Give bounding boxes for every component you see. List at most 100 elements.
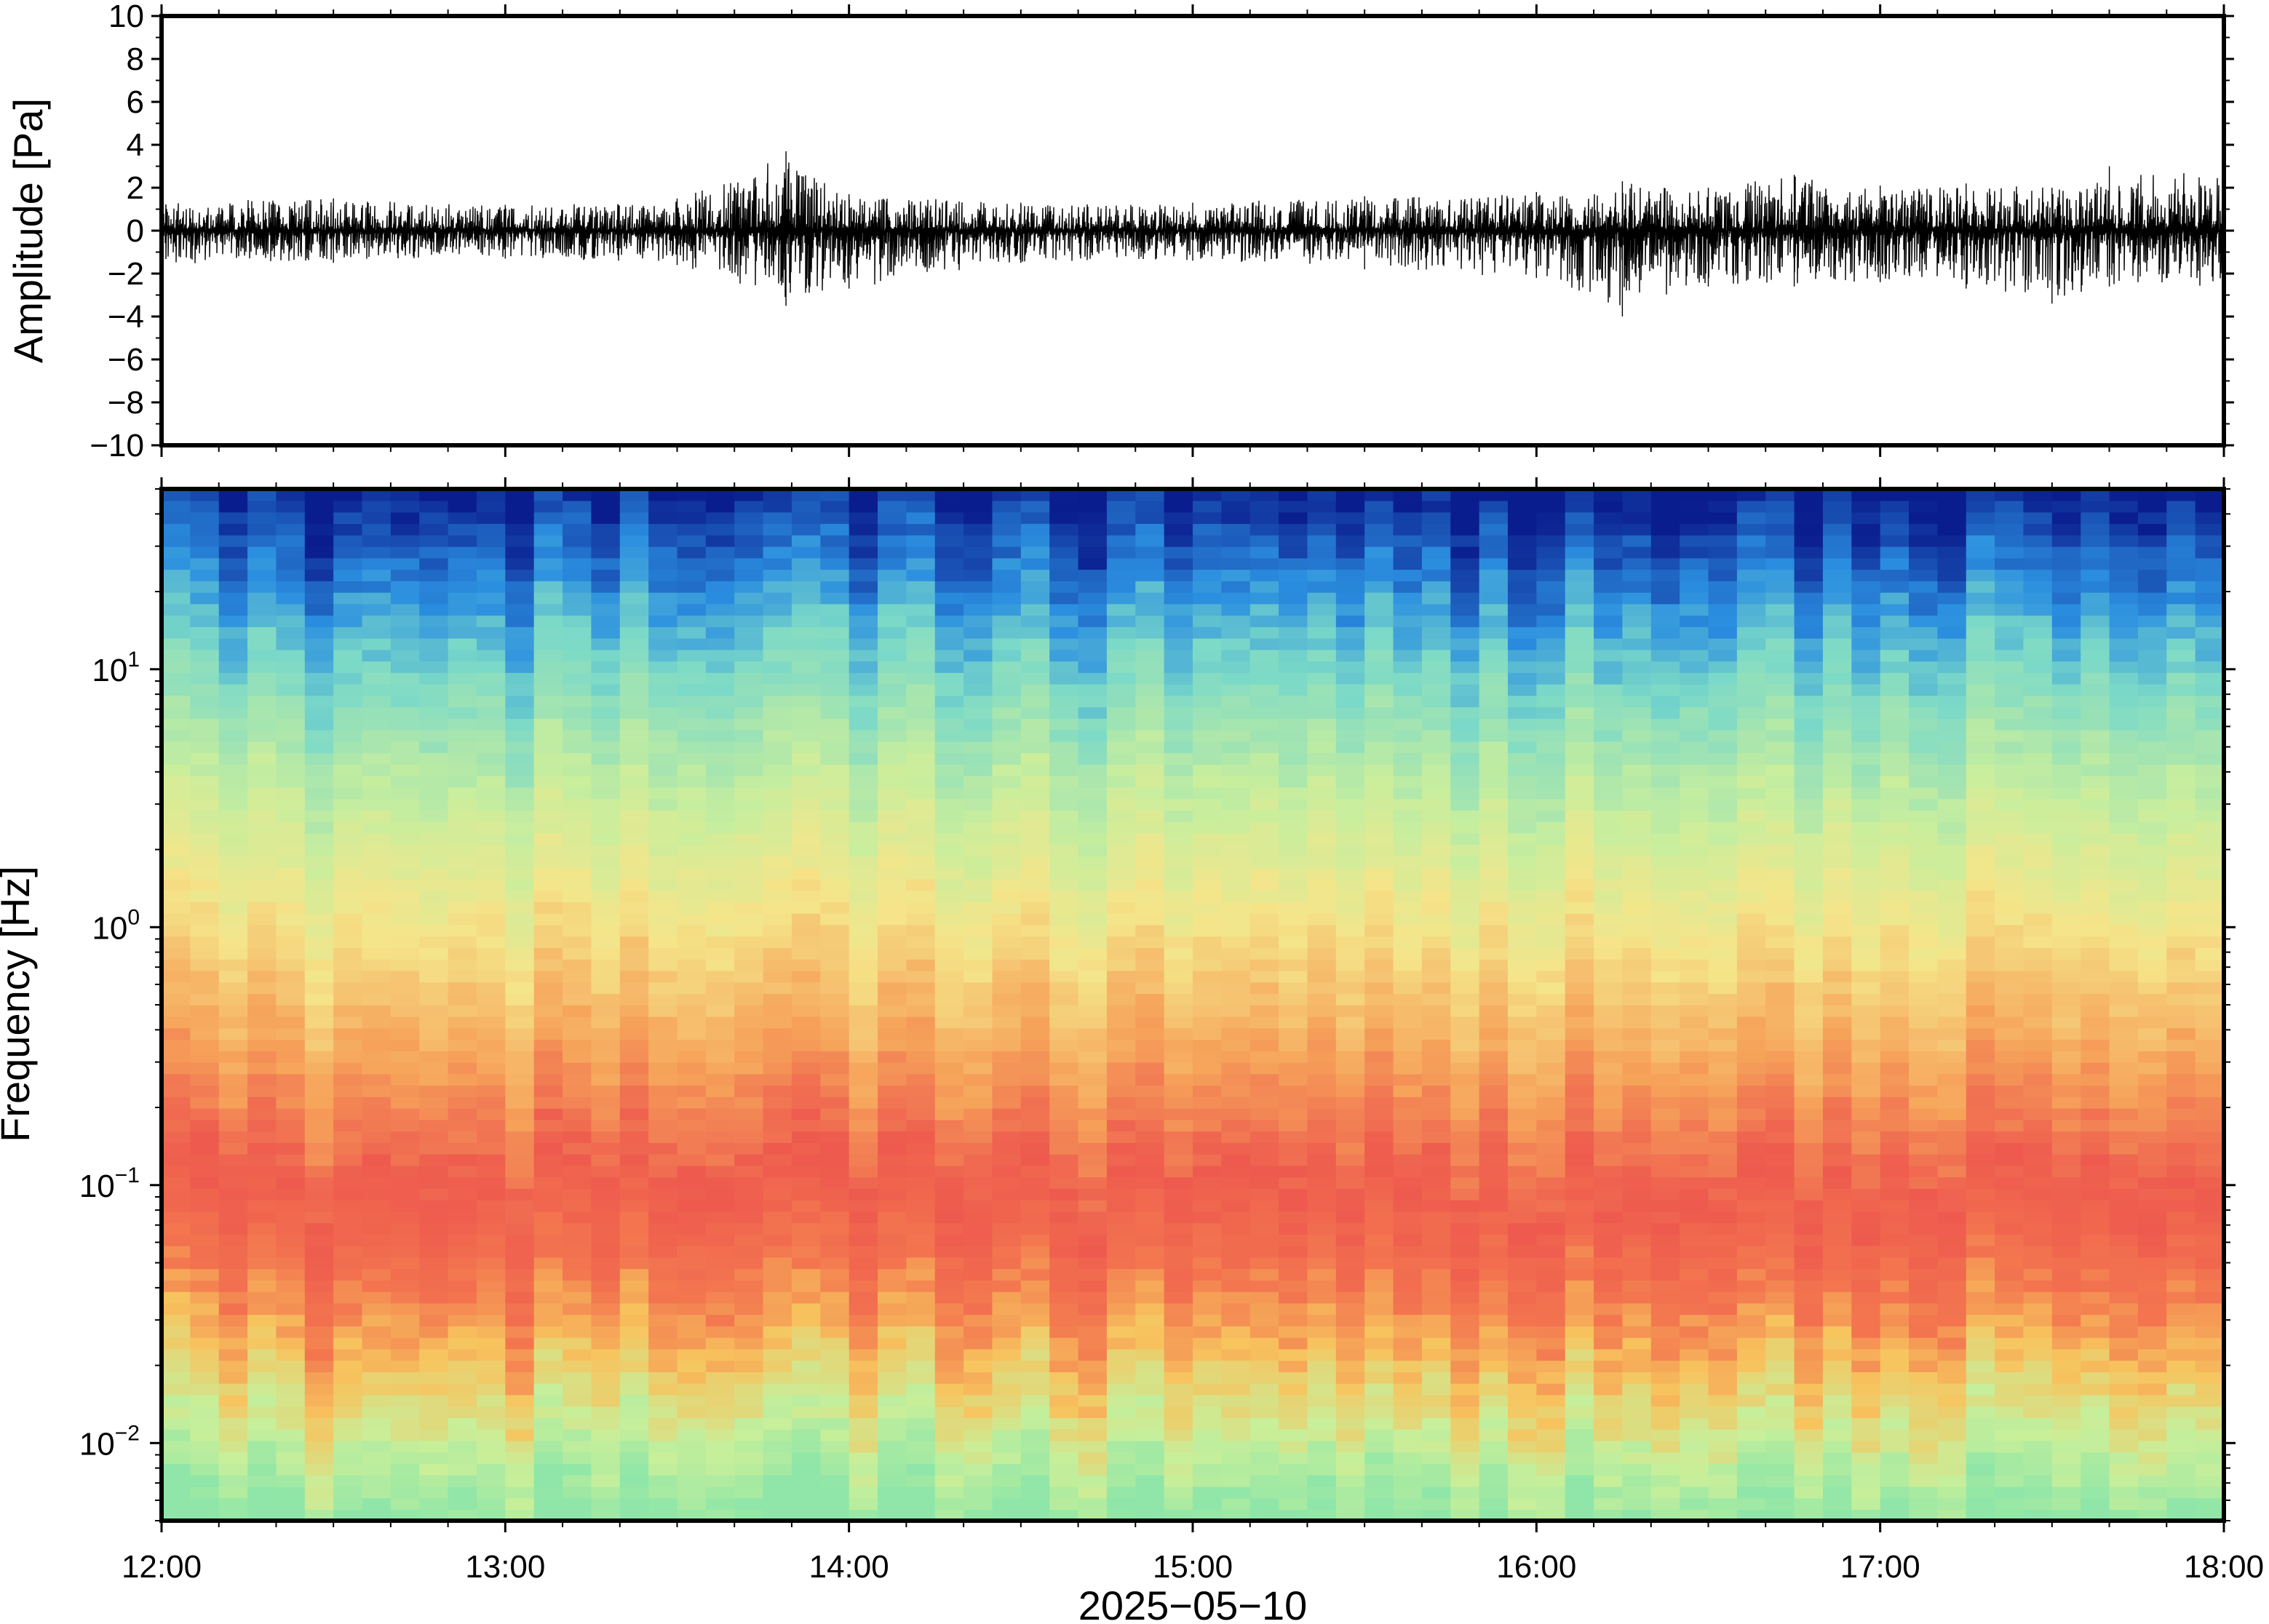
spectrogram-cell xyxy=(791,741,822,754)
spectrogram-cell xyxy=(1909,1119,1939,1132)
spectrogram-cell xyxy=(1622,1382,1652,1396)
spectrogram-cell xyxy=(2051,1452,2081,1465)
spectrogram-cell xyxy=(1594,1509,1624,1521)
spectrogram-cell xyxy=(1909,832,1939,845)
spectrogram-cell xyxy=(304,856,334,868)
spectrogram-cell xyxy=(1249,1268,1279,1281)
spectrogram-cell xyxy=(304,1016,334,1029)
spectrogram-cell xyxy=(1078,1257,1108,1270)
spectrogram-cell xyxy=(849,1073,878,1086)
spectrogram-cell xyxy=(1106,970,1137,983)
spectrogram-cell xyxy=(1680,924,1709,937)
spectrogram-cell xyxy=(1049,890,1079,902)
spectrogram-cell xyxy=(1937,1142,1967,1155)
spectrogram-cell xyxy=(1794,1245,1824,1258)
spectrogram-cell xyxy=(1221,1314,1251,1326)
spectrogram-cell xyxy=(1450,1131,1480,1143)
spectrogram-cell xyxy=(934,1234,964,1246)
spectrogram-cell xyxy=(1650,856,1680,868)
spectrogram-cell xyxy=(763,1073,792,1086)
spectrogram-cell xyxy=(963,1142,993,1155)
spectrogram-cell xyxy=(1193,1222,1223,1235)
spectrogram-cell xyxy=(1708,821,1738,834)
spectrogram-cell xyxy=(304,1131,334,1143)
spectrogram-cell xyxy=(162,775,191,788)
spectrogram-cell xyxy=(448,993,477,1006)
spectrogram-cell xyxy=(1880,1131,1910,1143)
spectrogram-cell xyxy=(2081,1257,2110,1270)
spectrogram-cell xyxy=(1106,1096,1137,1109)
spectrogram-cell xyxy=(1335,1005,1365,1017)
spectrogram-cell xyxy=(1335,1107,1365,1121)
spectrogram-cell xyxy=(448,1177,477,1189)
spectrogram-cell xyxy=(1393,890,1423,902)
spectrogram-cell xyxy=(1880,1153,1910,1166)
spectrogram-cell xyxy=(276,1452,306,1465)
spectrogram-cell xyxy=(2166,1372,2196,1384)
spectrogram-cell xyxy=(791,1073,822,1086)
spectrogram-cell xyxy=(1937,1372,1967,1384)
spectrogram-cell xyxy=(648,982,678,995)
spectrogram-cell xyxy=(1622,970,1652,983)
spectrogram-cell xyxy=(1507,970,1538,983)
spectrogram-cell xyxy=(963,1360,993,1372)
spectrogram-cell xyxy=(1650,936,1680,949)
spectrogram-cell xyxy=(1708,1039,1738,1051)
spectrogram-cell xyxy=(1909,1211,1939,1224)
spectrogram-cell xyxy=(1507,1291,1538,1304)
spectrogram-cell xyxy=(563,970,592,983)
spectrogram-cell xyxy=(2195,1222,2225,1235)
spectrogram-cell xyxy=(1135,1486,1165,1499)
spectrogram-cell xyxy=(1164,844,1193,856)
spectrogram-cell xyxy=(619,1131,649,1143)
spectrogram-cell xyxy=(934,1394,964,1407)
spectrogram-cell xyxy=(1995,1222,2024,1235)
spectrogram-cell xyxy=(992,856,1022,868)
spectrogram-cell xyxy=(247,775,277,788)
spectrogram-cell xyxy=(1249,1016,1279,1029)
spectrogram-cell xyxy=(2166,1280,2196,1292)
spectrogram-cell xyxy=(1164,890,1193,902)
spectrogram-cell xyxy=(1880,1326,1910,1338)
spectrogram-cell xyxy=(1249,1005,1279,1017)
spectrogram-cell xyxy=(734,1382,764,1396)
spectrogram-cell xyxy=(2166,775,2196,788)
spectrogram-cell xyxy=(1221,1406,1251,1418)
spectrogram-cell xyxy=(1880,970,1910,983)
spectrogram-cell xyxy=(992,1497,1022,1510)
spectrogram-cell xyxy=(2166,1119,2196,1132)
spectrogram-cell xyxy=(1335,1291,1365,1304)
spectrogram-cell xyxy=(1937,1073,1967,1086)
spectrogram-cell xyxy=(1307,798,1337,811)
spectrogram-cell xyxy=(849,1107,878,1121)
spectrogram-cell xyxy=(476,1131,506,1143)
spectrogram-cell xyxy=(1680,1428,1709,1441)
spectrogram-cell xyxy=(1221,958,1251,971)
spectrogram-cell xyxy=(2137,1005,2168,1017)
spectrogram-cell xyxy=(362,1073,392,1086)
spectrogram-cell xyxy=(1221,1062,1251,1075)
spectrogram-cell xyxy=(2081,993,2110,1006)
spectrogram-cell xyxy=(992,947,1022,960)
spectrogram-cell xyxy=(304,1428,334,1441)
spectrogram-cell xyxy=(1049,901,1079,914)
spectrogram-cell xyxy=(476,1452,506,1465)
spectrogram-cell xyxy=(1221,1096,1251,1109)
spectrogram-cell xyxy=(190,1039,220,1051)
spectrogram-cell xyxy=(791,1131,822,1143)
spectrogram-cell xyxy=(1995,970,2024,983)
spectrogram-cell xyxy=(878,1062,907,1075)
spectrogram-cell xyxy=(1794,764,1824,776)
spectrogram-cell xyxy=(648,1280,678,1292)
spectrogram-cell xyxy=(1622,1314,1652,1326)
spectrogram-cell xyxy=(247,1107,277,1121)
spectrogram-cell xyxy=(1966,1406,1995,1418)
spectrogram-cell xyxy=(705,1417,736,1430)
spectrogram-cell xyxy=(2051,1119,2081,1132)
spectrogram-cell xyxy=(1507,1107,1538,1121)
spectrogram-cell xyxy=(218,1417,248,1430)
spectrogram-cell xyxy=(820,1348,850,1361)
spectrogram-cell xyxy=(820,1291,850,1304)
spectrogram-cell xyxy=(362,1497,392,1510)
spectrogram-cell xyxy=(878,947,907,960)
